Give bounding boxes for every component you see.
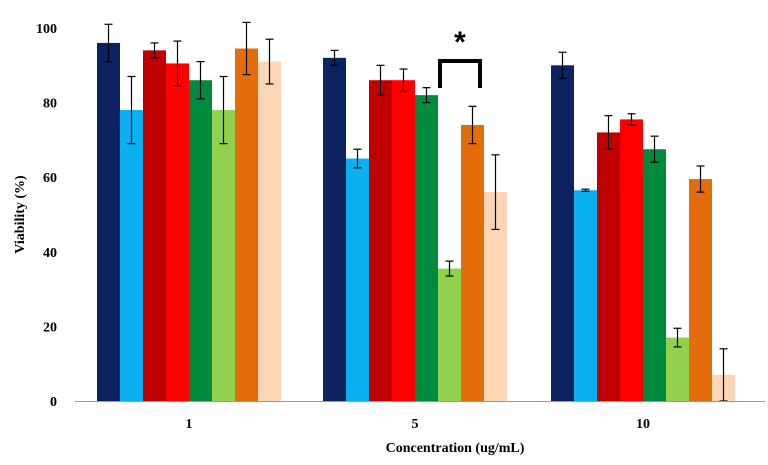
bars-layer [97, 42, 735, 402]
bar-series-5-conc-5 [415, 95, 438, 401]
bar-series-4-conc-1 [166, 63, 189, 402]
bar-series-1-conc-10 [551, 65, 574, 402]
error-bar-series-7-conc-10 [696, 165, 705, 193]
error-bar-series-1-conc-10 [558, 51, 567, 79]
bar-series-5-conc-1 [189, 80, 212, 401]
bar-series-3-conc-5 [369, 80, 392, 401]
error-bar-series-2-conc-1 [127, 75, 136, 145]
y-tick-label: 40 [43, 246, 57, 261]
error-bar-series-3-conc-1 [150, 42, 159, 59]
bar-series-3-conc-1 [143, 50, 166, 401]
error-bar-series-8-conc-5 [491, 154, 500, 231]
error-bar-series-7-conc-5 [468, 105, 477, 145]
error-bar-series-5-conc-10 [650, 135, 659, 163]
y-tick-label: 100 [36, 22, 57, 37]
error-bars-layer [104, 21, 728, 402]
x-tick-label: 5 [412, 417, 419, 432]
bar-series-8-conc-5 [484, 192, 507, 401]
y-tick-labels: 0 20 40 60 80 100 [36, 22, 57, 410]
y-tick-label: 80 [43, 97, 57, 112]
bar-series-8-conc-1 [258, 61, 281, 401]
bar-series-6-conc-1 [212, 110, 235, 401]
y-tick-label: 0 [50, 395, 57, 410]
x-axis-title: Concentration (ug/mL) [386, 441, 525, 456]
error-bar-series-2-conc-10 [581, 188, 590, 192]
error-bar-series-7-conc-1 [242, 21, 251, 76]
error-bar-series-3-conc-5 [376, 64, 385, 96]
bar-series-1-conc-1 [97, 42, 120, 402]
bar-series-6-conc-10 [666, 337, 689, 401]
x-tick-label: 10 [636, 417, 650, 432]
y-axis-title: Viability (%) [13, 175, 28, 254]
significance-star: * [454, 26, 466, 59]
error-bar-series-4-conc-1 [173, 40, 182, 87]
bar-series-5-conc-10 [643, 149, 666, 401]
bar-series-2-conc-10 [574, 190, 597, 401]
y-tick-label: 20 [43, 320, 57, 335]
bar-series-4-conc-5 [392, 80, 415, 401]
error-bar-series-1-conc-1 [104, 23, 113, 63]
error-bar-series-4-conc-10 [627, 113, 636, 126]
significance-bracket [438, 59, 482, 88]
error-bar-series-2-conc-5 [353, 148, 362, 169]
bar-series-7-conc-1 [235, 48, 258, 401]
bar-series-2-conc-1 [120, 110, 143, 401]
error-bar-series-6-conc-1 [219, 75, 228, 145]
bar-series-7-conc-10 [689, 179, 712, 401]
error-bar-series-6-conc-10 [673, 327, 682, 348]
error-bar-series-5-conc-1 [196, 60, 205, 100]
error-bar-series-6-conc-5 [445, 260, 454, 277]
error-bar-series-3-conc-10 [604, 115, 613, 150]
bar-series-7-conc-5 [461, 124, 484, 401]
error-bar-series-1-conc-5 [330, 49, 339, 66]
bar-series-1-conc-5 [323, 57, 346, 402]
bar-series-6-conc-5 [438, 268, 461, 401]
significance-annotation: * [438, 26, 482, 88]
bar-series-3-conc-10 [597, 132, 620, 401]
error-bar-series-5-conc-5 [422, 87, 431, 104]
bar-series-2-conc-5 [346, 158, 369, 401]
error-bar-series-4-conc-5 [399, 68, 408, 93]
bar-series-4-conc-10 [620, 119, 643, 401]
x-tick-labels: 1 5 10 [186, 417, 651, 432]
error-bar-series-8-conc-1 [265, 38, 274, 85]
y-tick-label: 60 [43, 171, 57, 186]
x-tick-label: 1 [186, 417, 193, 432]
